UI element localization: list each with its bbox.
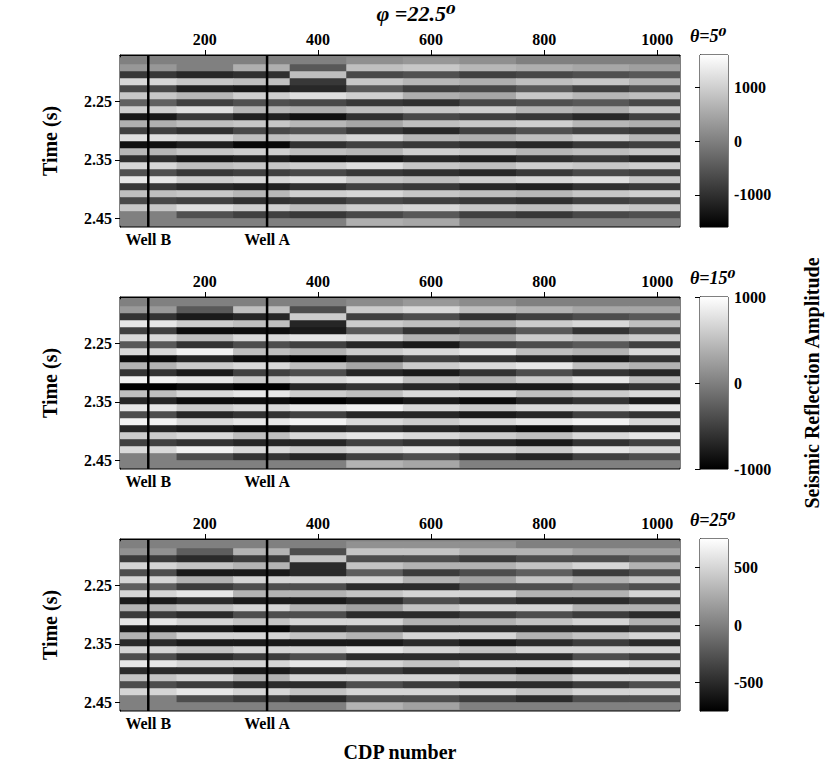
svg-text:Well A: Well A xyxy=(244,231,290,248)
svg-text:1000: 1000 xyxy=(734,79,766,96)
svg-text:400: 400 xyxy=(306,273,330,290)
svg-text:200: 200 xyxy=(193,515,217,532)
svg-text:1000: 1000 xyxy=(641,31,673,48)
svg-text:θ=5⁰: θ=5⁰ xyxy=(690,26,727,46)
svg-text:φ =22.5⁰: φ =22.5⁰ xyxy=(376,1,455,26)
svg-text:2.25: 2.25 xyxy=(84,93,112,110)
svg-text:200: 200 xyxy=(193,273,217,290)
svg-text:800: 800 xyxy=(532,515,556,532)
svg-text:800: 800 xyxy=(532,31,556,48)
svg-text:800: 800 xyxy=(532,273,556,290)
svg-text:1000: 1000 xyxy=(734,289,766,306)
svg-text:Well A: Well A xyxy=(244,715,290,732)
svg-text:0: 0 xyxy=(734,617,742,634)
svg-text:-1000: -1000 xyxy=(734,186,771,203)
svg-text:200: 200 xyxy=(193,31,217,48)
svg-text:Well B: Well B xyxy=(125,715,171,732)
svg-text:θ=25⁰: θ=25⁰ xyxy=(690,510,736,530)
svg-text:2.45: 2.45 xyxy=(84,452,112,469)
svg-text:Time (s): Time (s) xyxy=(39,348,62,418)
svg-text:Well B: Well B xyxy=(125,473,171,490)
svg-text:600: 600 xyxy=(419,31,443,48)
svg-text:CDP number: CDP number xyxy=(344,741,457,763)
svg-text:2.25: 2.25 xyxy=(84,577,112,594)
svg-text:2.35: 2.35 xyxy=(84,635,112,652)
svg-text:0: 0 xyxy=(734,133,742,150)
svg-text:Well A: Well A xyxy=(244,473,290,490)
svg-text:Seismic Reflection Amplitude: Seismic Reflection Amplitude xyxy=(801,257,824,508)
svg-text:θ=15⁰: θ=15⁰ xyxy=(690,268,736,288)
svg-text:Well B: Well B xyxy=(125,231,171,248)
svg-text:0: 0 xyxy=(734,375,742,392)
svg-text:2.25: 2.25 xyxy=(84,335,112,352)
svg-text:2.35: 2.35 xyxy=(84,151,112,168)
svg-text:600: 600 xyxy=(419,273,443,290)
svg-text:400: 400 xyxy=(306,31,330,48)
svg-text:2.45: 2.45 xyxy=(84,694,112,711)
svg-text:-1000: -1000 xyxy=(734,461,771,478)
svg-text:2.35: 2.35 xyxy=(84,393,112,410)
svg-text:500: 500 xyxy=(734,559,758,576)
svg-text:-500: -500 xyxy=(734,674,763,691)
svg-text:Time (s): Time (s) xyxy=(39,590,62,660)
svg-text:2.45: 2.45 xyxy=(84,210,112,227)
svg-text:1000: 1000 xyxy=(641,515,673,532)
svg-text:1000: 1000 xyxy=(641,273,673,290)
svg-text:600: 600 xyxy=(419,515,443,532)
svg-text:400: 400 xyxy=(306,515,330,532)
svg-text:Time (s): Time (s) xyxy=(39,106,62,176)
